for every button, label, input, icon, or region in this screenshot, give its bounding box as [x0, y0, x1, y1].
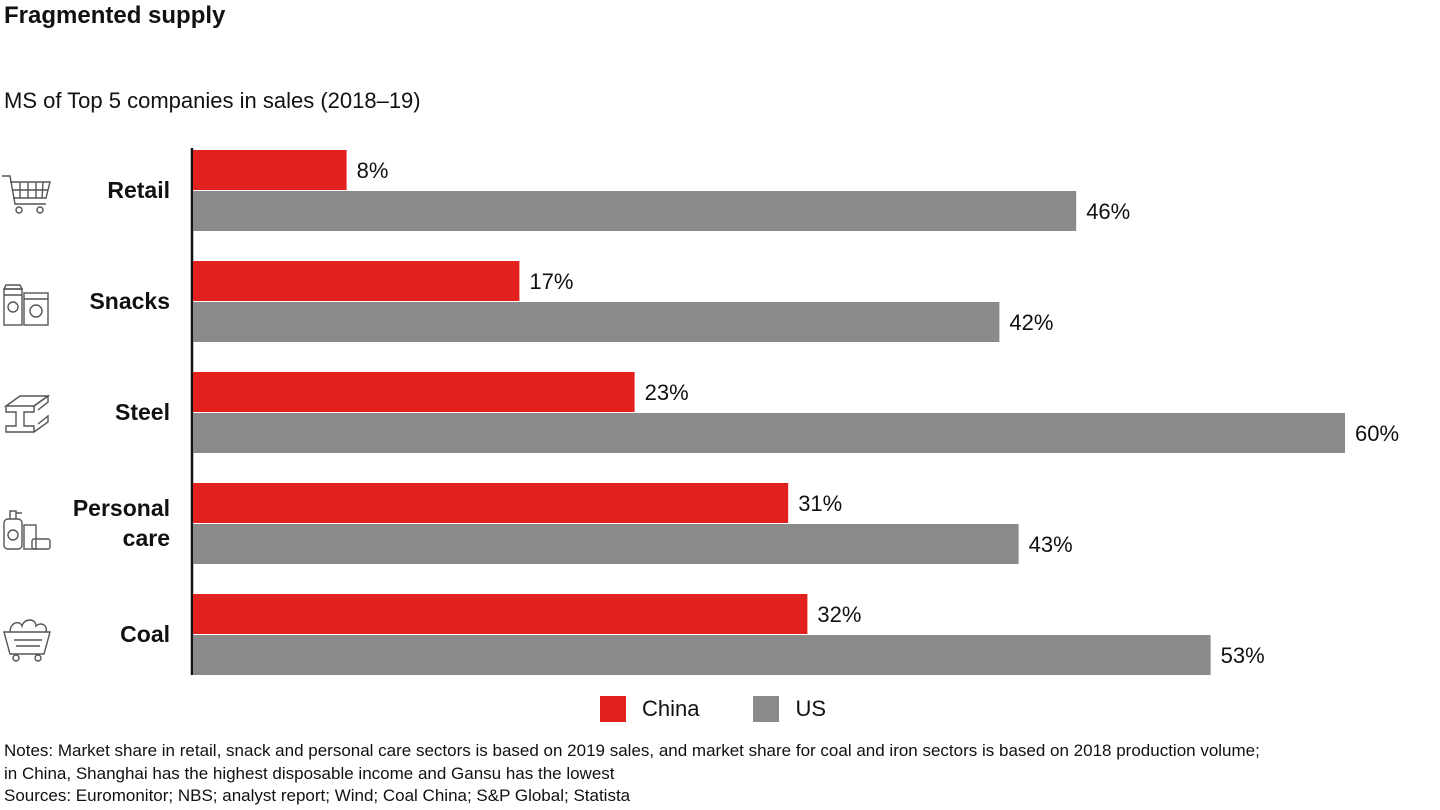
steel-beam-icon: [3, 394, 51, 433]
value-label-us-4: 53%: [1221, 643, 1265, 668]
chart-subtitle: MS of Top 5 companies in sales (2018–19): [4, 88, 421, 113]
value-label-china-3: 31%: [798, 491, 842, 516]
category-label-0: Retail: [107, 177, 170, 203]
chart-title: Fragmented supply: [4, 2, 226, 29]
value-label-china-0: 8%: [357, 158, 389, 183]
bar-us-3: [193, 524, 1019, 564]
sources-line: Sources: Euromonitor; NBS; analyst repor…: [4, 786, 631, 805]
value-label-china-4: 32%: [817, 602, 861, 627]
legend-swatch-china: [600, 696, 626, 722]
snack-packages-icon: [2, 284, 49, 326]
bar-china-0: [193, 150, 347, 190]
bar-us-0: [193, 191, 1077, 231]
bar-china-1: [193, 261, 520, 301]
value-label-china-2: 23%: [645, 380, 689, 405]
value-label-us-0: 46%: [1086, 199, 1130, 224]
legend-item-us: US: [753, 696, 826, 722]
category-label-3: Personal care: [73, 495, 170, 551]
bar-china-4: [193, 594, 808, 634]
coal-cart-icon: [3, 619, 51, 662]
shopping-cart-icon: [2, 175, 51, 214]
category-label-2: Steel: [115, 399, 170, 425]
bar-us-4: [193, 635, 1211, 675]
value-label-us-3: 43%: [1029, 532, 1073, 557]
bar-us-2: [193, 413, 1345, 453]
personal-care-bottles-icon: [3, 510, 51, 550]
bar-us-1: [193, 302, 1000, 342]
bar-china-3: [193, 483, 789, 523]
legend-label-us: US: [795, 696, 827, 721]
category-label-4: Coal: [120, 621, 170, 647]
bar-chart: 8% 46% Retail 17% 42% Snacks 23% 60% Steel 31% 43%…: [2, 148, 1399, 675]
footnotes: Notes: Market share in retail, snack and…: [4, 740, 1436, 808]
legend-label-china: China: [642, 696, 700, 721]
legend-item-china: China: [600, 696, 699, 722]
notes-line-1: Notes: Market share in retail, snack and…: [4, 741, 1260, 760]
category-label-1: Snacks: [89, 288, 170, 314]
value-label-china-1: 17%: [529, 269, 573, 294]
bar-china-2: [193, 372, 635, 412]
legend-swatch-us: [753, 696, 780, 722]
value-label-us-2: 60%: [1355, 421, 1399, 446]
value-label-us-1: 42%: [1009, 310, 1053, 335]
legend: China US: [600, 696, 880, 722]
notes-line-2: in China, Shanghai has the highest dispo…: [4, 763, 615, 783]
